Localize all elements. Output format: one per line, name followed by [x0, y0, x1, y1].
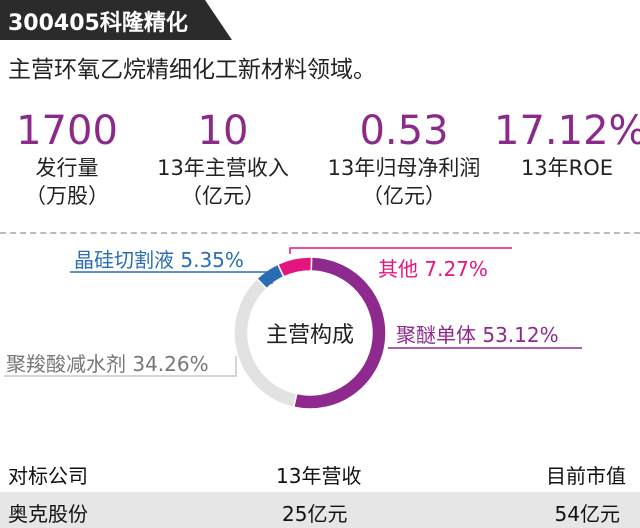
stat-label: 13年ROE — [520, 156, 614, 180]
stat-label-unit: （亿元） — [362, 184, 446, 208]
table-header-market-cap: 目前市值 — [546, 464, 626, 488]
leader-line-cutting-fluid — [70, 271, 273, 284]
stat-value: 0.53 — [359, 108, 449, 154]
stat-value: 10 — [197, 108, 249, 154]
stat-label-unit: （万股） — [25, 184, 109, 208]
stat-shares: 1700 发行量 （万股） — [12, 108, 122, 210]
data-label-polyether: 聚醚单体 53.12% — [396, 323, 559, 347]
stat-roe: 17.12% 13年ROE — [494, 108, 640, 182]
donut-hole — [248, 271, 372, 395]
revenue-composition-donut-chart: 主营构成 晶硅切割液 5.35% 其他 7.27% 聚醚单体 53.12% 聚羧酸减水剂… — [4, 247, 582, 410]
stat-label-unit: （亿元） — [181, 184, 265, 208]
table-header-row: 对标公司 13年营收 目前市值 — [0, 454, 640, 490]
stat-label: 13年归母净利润 — [327, 156, 481, 180]
data-label-superplasticizer: 聚羧酸减水剂 34.26% — [6, 352, 209, 376]
table-header-revenue: 13年营收 — [276, 464, 362, 488]
stat-revenue: 10 13年主营收入 （亿元） — [148, 108, 298, 210]
table-cell-company: 奥克股份 — [8, 502, 88, 526]
stat-label: 发行量 — [35, 156, 99, 180]
stat-value: 1700 — [16, 108, 118, 154]
page-title: 300405科隆精化 — [8, 11, 188, 36]
table-cell-revenue: 25亿元 — [282, 502, 348, 526]
donut-center-title: 主营构成 — [266, 323, 354, 348]
title-bar: 300405科隆精化 — [0, 0, 640, 40]
data-label-cutting-fluid: 晶硅切割液 5.35% — [74, 248, 244, 272]
table-header-company: 对标公司 — [8, 464, 88, 488]
title-banner-shape — [0, 0, 232, 40]
table-row: 奥克股份 25亿元 54亿元 — [0, 492, 640, 528]
section-divider — [0, 232, 640, 234]
leader-line-other — [289, 247, 512, 254]
stat-label: 13年主营收入 — [157, 156, 289, 180]
stat-net-profit: 0.53 13年归母净利润 （亿元） — [318, 108, 490, 210]
stat-value: 17.12% — [494, 108, 640, 154]
data-label-other: 其他 7.27% — [378, 257, 488, 281]
leader-line-superplasticizer — [4, 356, 237, 377]
subtitle: 主营环氧乙烷精细化工新材料领域。 — [8, 57, 376, 83]
table-cell-market-cap: 54亿元 — [554, 502, 620, 526]
